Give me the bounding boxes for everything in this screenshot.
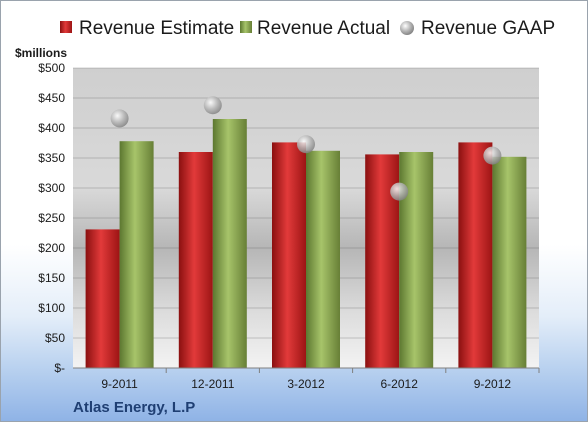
legend-item-actual: Revenue Actual: [240, 18, 390, 39]
x-tick-label: 3-2012: [287, 377, 325, 391]
x-tick-label: 9-2011: [101, 377, 138, 391]
x-tick-label: 6-2012: [381, 377, 419, 391]
legend-swatch-actual: [240, 21, 252, 33]
gaap-markers: [110, 96, 502, 201]
x-tick-label: 12-2011: [191, 377, 234, 391]
marker-revenue-gaap: [483, 146, 502, 165]
legend-item-estimate: Revenue Estimate: [60, 18, 234, 39]
legend-item-gaap: Revenue GAAP: [400, 18, 555, 39]
y-tick-label: $300: [38, 181, 65, 195]
marker-revenue-gaap: [390, 182, 409, 201]
bar-revenue-estimate: [85, 229, 120, 368]
legend-swatch-gaap: [400, 21, 414, 35]
y-tick-label: $100: [38, 301, 65, 315]
y-tick-label: $450: [38, 91, 65, 105]
y-tick-label: $350: [38, 151, 65, 165]
bar-revenue-actual: [212, 119, 247, 368]
bar-revenue-actual: [492, 156, 527, 368]
bar-revenue-estimate: [178, 152, 213, 368]
bar-revenue-actual: [306, 150, 340, 368]
bar-revenue-estimate: [458, 142, 493, 368]
y-unit-label: $millions: [15, 46, 67, 60]
x-axis-ticks: 9-2011 12-2011 3-2012 6-2012 9-2012: [101, 368, 540, 391]
company-name: Atlas Energy, L.P: [73, 399, 195, 416]
bar-revenue-estimate: [272, 142, 306, 368]
legend-label-estimate: Revenue Estimate: [79, 18, 234, 39]
y-tick-label: $400: [38, 121, 65, 135]
bars: [85, 119, 527, 368]
y-tick-label: $-: [54, 361, 65, 375]
legend-label-actual: Revenue Actual: [257, 18, 390, 39]
legend: Revenue Estimate Revenue Actual Revenue …: [60, 18, 555, 39]
marker-revenue-gaap: [203, 96, 222, 115]
bar-revenue-actual: [119, 141, 154, 368]
x-tick-label: 9-2012: [474, 377, 512, 391]
y-tick-label: $150: [38, 271, 65, 285]
legend-swatch-estimate: [60, 21, 72, 33]
y-tick-label: $200: [38, 241, 65, 255]
y-tick-label: $50: [45, 331, 65, 345]
y-axis-ticks: $- $50 $100 $150 $200 $250 $300 $350 $400 $450 $50…: [38, 61, 65, 375]
marker-revenue-gaap: [110, 109, 129, 128]
legend-label-gaap: Revenue GAAP: [421, 18, 555, 39]
y-tick-label: $250: [38, 211, 65, 225]
marker-revenue-gaap: [297, 135, 315, 154]
y-tick-label: $500: [38, 61, 65, 75]
